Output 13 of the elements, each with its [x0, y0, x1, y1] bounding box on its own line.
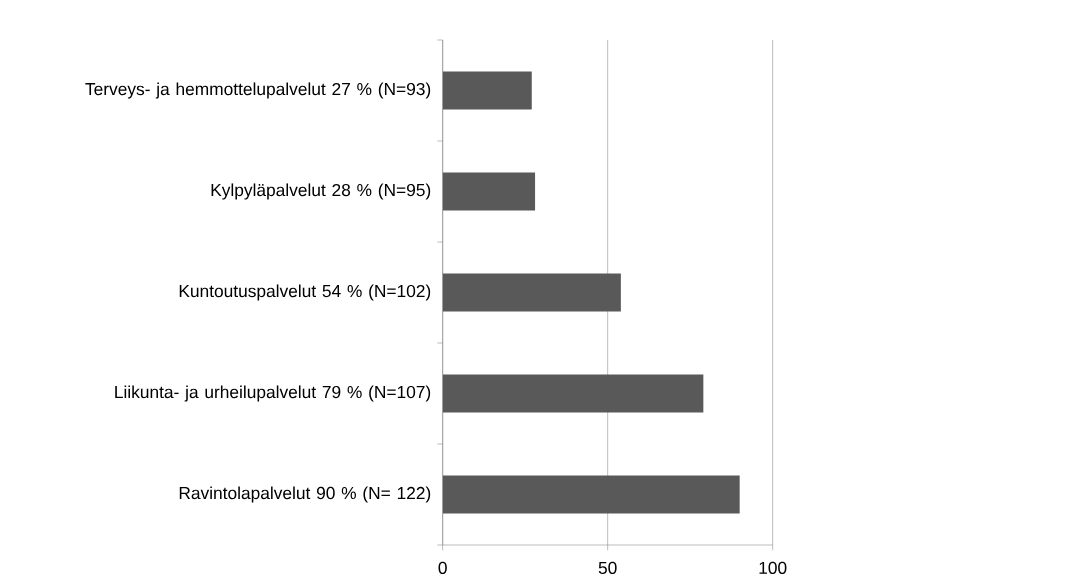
bar [442, 172, 536, 211]
x-tick-label: 0 [438, 561, 447, 575]
y-tick-label: Terveys- ja hemmottelupalvelut 27 % (N=93) [85, 82, 431, 99]
x-tick-label: 50 [598, 561, 617, 575]
y-tick-label: Kuntoutuspalvelut 54 % (N=102) [179, 284, 431, 301]
y-tick-label: Ravintolapalvelut 90 % (N= 122) [179, 486, 431, 503]
bar [442, 273, 621, 312]
x-tick-label: 100 [759, 561, 787, 575]
y-tick-label: Liikunta- ja urheilupalvelut 79 % (N=107) [115, 385, 431, 402]
bar [442, 475, 740, 514]
y-tick-label: Kylpyläpalvelut 28 % (N=95) [211, 183, 431, 200]
bar [442, 374, 704, 413]
bar [442, 71, 532, 110]
